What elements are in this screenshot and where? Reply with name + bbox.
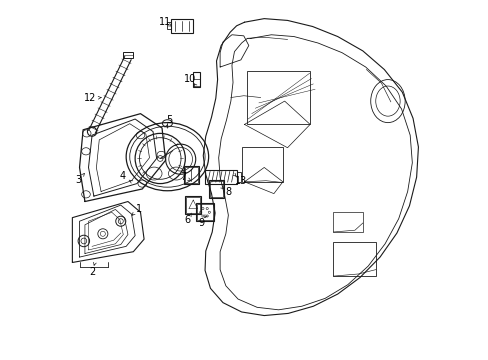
Bar xyxy=(247,71,309,125)
Bar xyxy=(184,167,198,183)
Text: 3: 3 xyxy=(76,175,81,185)
Bar xyxy=(209,181,223,197)
Text: 5: 5 xyxy=(166,115,172,125)
Bar xyxy=(183,166,199,184)
Text: 11: 11 xyxy=(159,17,171,27)
Text: 1: 1 xyxy=(135,204,142,214)
Text: 10: 10 xyxy=(183,74,196,84)
Text: 7: 7 xyxy=(180,172,186,182)
Text: 2: 2 xyxy=(89,267,95,277)
Text: 6: 6 xyxy=(184,215,190,225)
Bar xyxy=(208,180,224,198)
Bar xyxy=(122,51,132,58)
Bar xyxy=(167,22,171,30)
Text: 9: 9 xyxy=(198,218,204,228)
Bar xyxy=(193,78,199,86)
Bar xyxy=(333,212,362,232)
Text: 4: 4 xyxy=(119,171,125,181)
Bar xyxy=(196,203,214,221)
Bar xyxy=(204,170,236,184)
Bar xyxy=(236,172,241,182)
Bar xyxy=(192,72,200,87)
Bar xyxy=(185,196,201,214)
Text: 8: 8 xyxy=(225,187,231,197)
Text: 12: 12 xyxy=(84,93,96,103)
Bar xyxy=(186,197,200,213)
Text: 13: 13 xyxy=(234,176,246,186)
Bar xyxy=(171,19,192,33)
Bar xyxy=(197,204,212,220)
Bar xyxy=(333,242,375,276)
Bar xyxy=(241,147,282,182)
